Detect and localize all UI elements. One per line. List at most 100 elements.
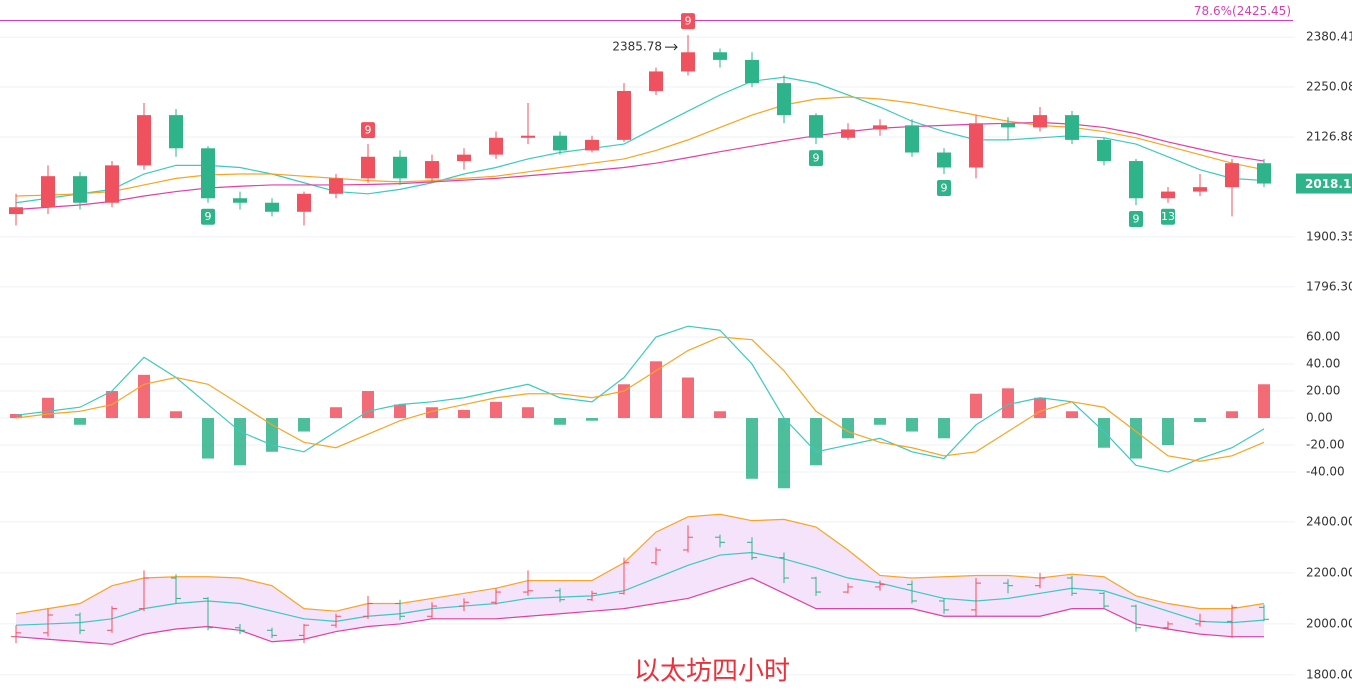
candle-body [329, 178, 343, 194]
candle-body [841, 129, 855, 138]
candle-body [873, 125, 887, 130]
last-price-box [1296, 173, 1352, 194]
macd-bar [1098, 418, 1110, 448]
macd-bar [842, 418, 854, 439]
candle-body [905, 125, 919, 153]
macd-bar [554, 418, 566, 425]
candle-body [1129, 161, 1143, 199]
macd-bar [362, 391, 374, 419]
candle-body [585, 139, 599, 151]
macd-bar [394, 404, 406, 419]
moving-average-line [15, 96, 1265, 197]
macd-bar [746, 418, 758, 479]
y-tick-label: 40.00 [1306, 357, 1340, 371]
candle-body [1225, 163, 1239, 188]
candle-body [649, 71, 663, 92]
candle-body [1161, 191, 1175, 199]
macd-bar [906, 418, 918, 432]
td-marker-label: 13 [1161, 210, 1175, 223]
y-tick-label: 1800.00 [1306, 667, 1352, 681]
y-tick-label: 60.00 [1306, 330, 1340, 344]
macd-bar [778, 418, 790, 489]
macd-bar [266, 418, 278, 452]
macd-line [15, 336, 1265, 462]
watermark: 以太坊四小时 [634, 657, 790, 687]
candle-body [1033, 115, 1047, 128]
macd-bar [202, 418, 214, 459]
td-marker [937, 180, 951, 197]
candle-body [233, 198, 247, 203]
candle-body [201, 148, 215, 199]
macd-bar [618, 384, 630, 419]
candle-body [137, 115, 151, 166]
td-marker [1129, 210, 1143, 227]
candle-body [1257, 163, 1271, 184]
macd-bar [298, 418, 310, 432]
macd-bar [1258, 384, 1270, 419]
candle-body [41, 176, 55, 208]
candle-body [617, 91, 631, 140]
td-marker [1161, 208, 1175, 225]
macd-bar [458, 409, 470, 419]
macd-bar [170, 411, 182, 419]
macd-bar [10, 413, 22, 419]
macd-bar [1226, 411, 1238, 419]
y-tick-label: 2250.08 [1306, 80, 1352, 94]
candle-body [777, 83, 791, 116]
macd-bar [426, 407, 438, 419]
macd-bar [522, 407, 534, 419]
macd-bar [1194, 418, 1206, 423]
candle-body [937, 152, 951, 168]
macd-bar [874, 418, 886, 425]
macd-bar [1034, 397, 1046, 419]
y-tick-label: -40.00 [1306, 465, 1345, 479]
y-tick-label: 2380.41 [1306, 30, 1352, 44]
candle-body [393, 156, 407, 179]
candle-body [73, 176, 87, 203]
bollinger-line [15, 513, 1265, 615]
candle-body [297, 193, 311, 212]
candle-body [809, 115, 823, 138]
high-arrow [665, 43, 678, 51]
fib-level-label: 78.6%(2425.45) [1194, 4, 1291, 18]
td-marker-label: 9 [365, 124, 372, 137]
macd-bar [1066, 411, 1078, 419]
macd-bar [330, 407, 342, 419]
candle-body [1065, 115, 1079, 140]
macd-bar [970, 393, 982, 419]
td-marker [809, 150, 823, 167]
macd-bar [1002, 388, 1014, 419]
macd-bar [650, 361, 662, 419]
y-tick-label: 1900.35 [1306, 229, 1352, 243]
candle-body [553, 135, 567, 151]
td-marker-label: 9 [813, 152, 820, 165]
candle-body [1193, 187, 1207, 192]
macd-bar [74, 418, 86, 425]
moving-average-line [15, 76, 1265, 204]
candle-body [681, 52, 695, 72]
y-tick-label: 0.00 [1306, 411, 1333, 425]
bollinger-line [15, 551, 1265, 626]
candle-body [969, 123, 983, 168]
y-tick-label: 2200.00 [1306, 565, 1352, 579]
bollinger-band [16, 514, 1264, 645]
candle-body [457, 154, 471, 162]
y-tick-label: 20.00 [1306, 384, 1340, 398]
candle-body [1097, 139, 1111, 162]
td-marker-label: 9 [941, 182, 948, 195]
macd-bar [490, 401, 502, 419]
macd-bar [138, 374, 150, 419]
macd-bar [234, 418, 246, 466]
macd-bar [1162, 418, 1174, 446]
y-tick-label: 2000.00 [1306, 616, 1352, 630]
macd-bar [714, 411, 726, 419]
candle-body [265, 202, 279, 212]
macd-bar [586, 418, 598, 421]
candle-body [1001, 123, 1015, 128]
td-marker [681, 13, 695, 30]
candle-body [169, 115, 183, 149]
y-tick-label: -20.00 [1306, 438, 1345, 452]
y-tick-label: 1796.30 [1306, 279, 1352, 293]
moving-average-line [15, 121, 1265, 211]
